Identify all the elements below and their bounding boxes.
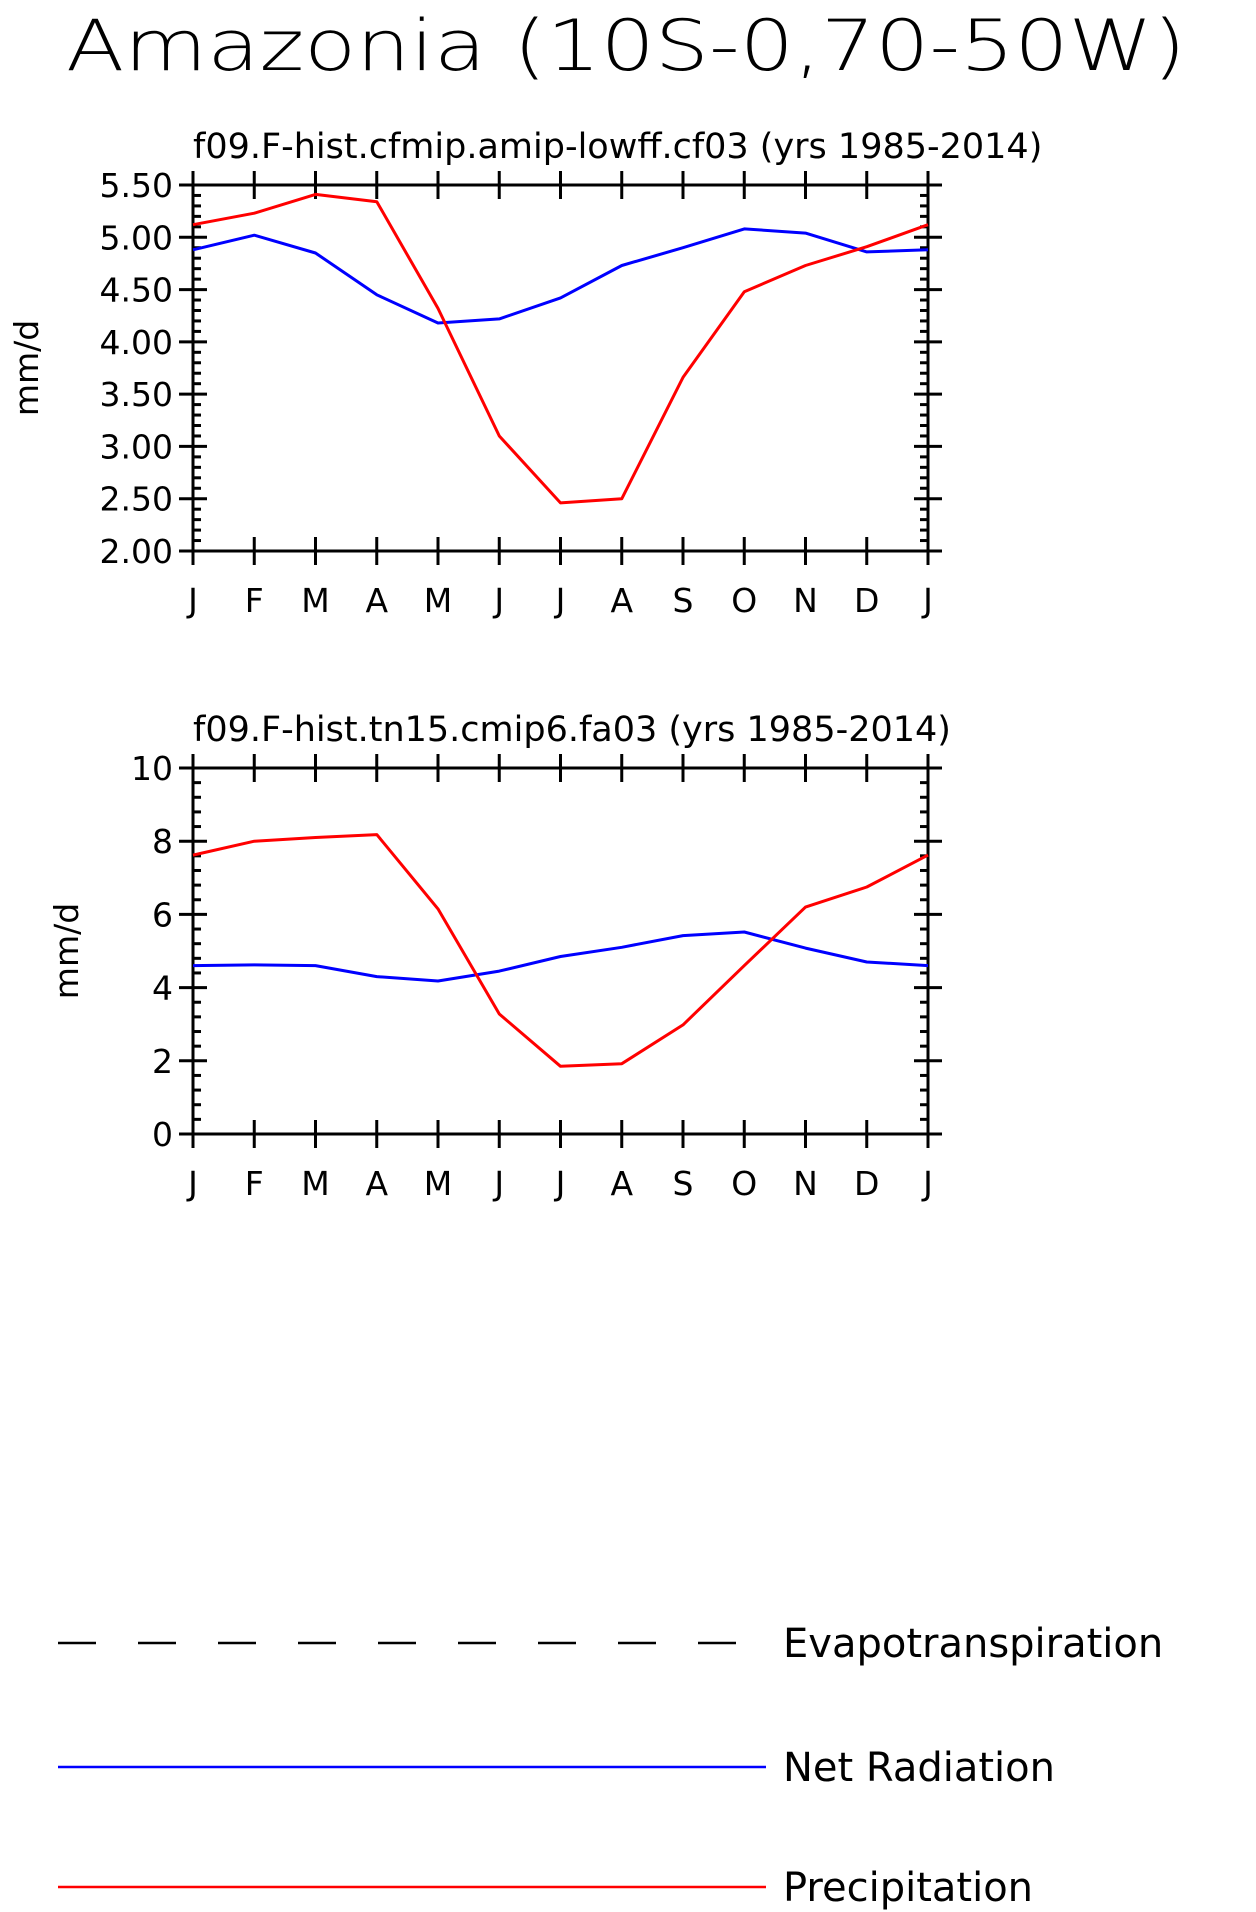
xtick-label-top: M	[424, 581, 452, 620]
chart-subtitle-top: f09.F-hist.cfmip.amip-lowff.cf03 (yrs 19…	[193, 127, 1042, 167]
xtick-label-bottom: F	[245, 1164, 264, 1203]
ytick-label-bottom: 2	[152, 1042, 173, 1081]
xtick-label-bottom: A	[365, 1164, 388, 1203]
ytick-label-top: 5.00	[100, 218, 173, 257]
y-axis-title-top: mm/d	[7, 320, 46, 416]
legend-label-net-radiation: Net Radiation	[783, 1745, 1055, 1791]
ytick-label-top: 3.00	[100, 427, 173, 466]
plot-frame-top	[191, 183, 930, 553]
xtick-label-bottom: J	[921, 1164, 933, 1203]
series-line-precipitation-bottom	[192, 833, 929, 1068]
y-axis-title-bottom: mm/d	[47, 903, 86, 999]
xtick-label-top: J	[186, 581, 198, 620]
ytick-label-top: 4.00	[100, 323, 173, 362]
xtick-label-top: M	[301, 581, 329, 620]
legend-label-precipitation: Precipitation	[783, 1865, 1033, 1911]
legend-item-precipitation: Precipitation	[58, 1865, 1033, 1911]
series-line-precipitation-top	[192, 192, 929, 505]
ytick-label-top: 5.50	[100, 166, 173, 205]
xtick-label-top: A	[365, 581, 388, 620]
xtick-label-top: F	[245, 581, 264, 620]
ytick-label-bottom: 4	[152, 969, 173, 1008]
panel-top: f09.F-hist.cfmip.amip-lowff.cf03 (yrs 19…	[7, 127, 1042, 620]
legend-label-evapotranspiration: Evapotranspiration	[783, 1621, 1163, 1667]
xtick-label-bottom: M	[301, 1164, 329, 1203]
xtick-label-top: O	[731, 581, 757, 620]
ytick-label-top: 3.50	[100, 375, 173, 414]
figure-title: Amazonia (10S-0,70-50W)	[66, 5, 1186, 87]
ytick-label-top: 4.50	[100, 271, 173, 310]
ytick-label-bottom: 6	[152, 895, 173, 934]
xtick-label-top: N	[793, 581, 818, 620]
legend-item-net-radiation: Net Radiation	[58, 1745, 1055, 1791]
xtick-label-bottom: J	[554, 1164, 566, 1203]
xtick-label-bottom: A	[610, 1164, 633, 1203]
xtick-label-bottom: D	[854, 1164, 879, 1203]
xtick-label-bottom: S	[673, 1164, 694, 1203]
xtick-label-bottom: O	[731, 1164, 757, 1203]
ytick-label-bottom: 10	[131, 749, 173, 788]
xtick-label-top: A	[610, 581, 633, 620]
ytick-label-bottom: 0	[152, 1115, 173, 1154]
xtick-label-top: J	[921, 581, 933, 620]
xtick-label-top: D	[854, 581, 879, 620]
xtick-label-bottom: J	[492, 1164, 504, 1203]
ytick-label-top: 2.50	[100, 480, 173, 519]
xtick-label-top: J	[554, 581, 566, 620]
xtick-label-top: J	[492, 581, 504, 620]
legend: Evapotranspiration Net Radiation Precipi…	[58, 1621, 1163, 1911]
xtick-label-bottom: J	[186, 1164, 198, 1203]
series-line-net-radiation-bottom	[192, 930, 929, 983]
legend-item-evapotranspiration: Evapotranspiration	[58, 1621, 1163, 1667]
series-line-net-radiation-top	[192, 227, 929, 325]
xtick-label-top: S	[673, 581, 694, 620]
panel-bottom: f09.F-hist.tn15.cmip6.fa03 (yrs 1985-201…	[47, 710, 951, 1203]
ytick-label-top: 2.00	[100, 532, 173, 571]
chart-subtitle-bottom: f09.F-hist.tn15.cmip6.fa03 (yrs 1985-201…	[193, 710, 951, 750]
xtick-label-bottom: N	[793, 1164, 818, 1203]
ytick-label-bottom: 8	[152, 822, 173, 861]
xtick-label-bottom: M	[424, 1164, 452, 1203]
